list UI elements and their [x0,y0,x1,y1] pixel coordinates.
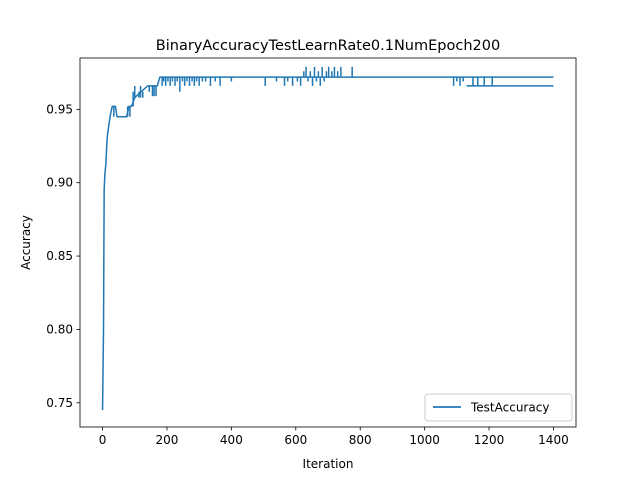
legend-label: TestAccuracy [470,401,549,415]
x-tick-label: 0 [99,433,107,447]
x-axis-title: Iteration [303,457,354,471]
x-tick-label: 800 [349,433,372,447]
x-tick-label: 600 [284,433,307,447]
x-tick-label: 400 [220,433,243,447]
y-tick-label: 0.75 [46,396,73,410]
x-tick-label: 200 [156,433,179,447]
x-axis-ticks: 0 200 400 600 800 1000 1200 1400 [99,427,569,447]
x-tick-label: 1000 [409,433,440,447]
y-tick-label: 0.90 [46,176,73,190]
chart-title: BinaryAccuracyTestLearnRate0.1NumEpoch20… [156,38,500,54]
series-line [101,76,554,411]
y-tick-label: 0.80 [46,322,73,336]
plot-area-frame [79,57,577,428]
legend-box [424,393,573,422]
y-axis-ticks: 0.75 0.80 0.85 0.90 0.95 [46,102,80,410]
x-tick-label: 1400 [538,433,569,447]
y-tick-label: 0.85 [46,249,73,263]
legend: TestAccuracy [424,393,573,422]
y-tick-label: 0.95 [46,102,73,116]
x-tick-label: 1200 [474,433,505,447]
plot-marks [101,66,554,411]
y-axis-title: Accuracy [19,215,33,270]
